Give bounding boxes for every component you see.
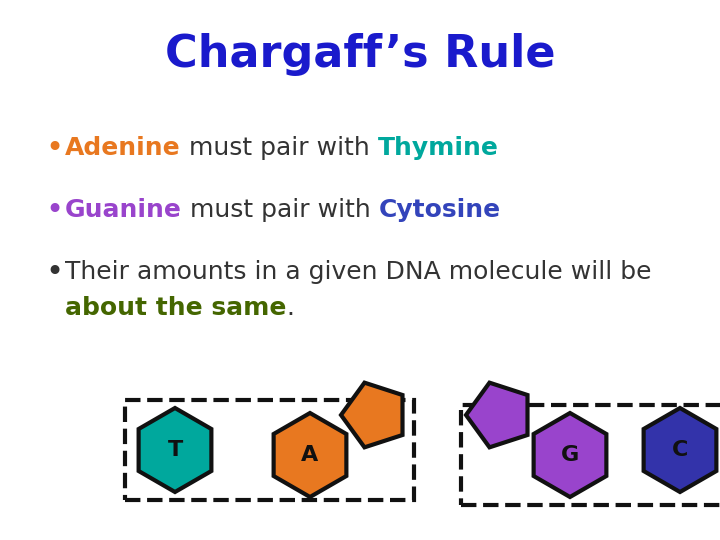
Text: •: • xyxy=(45,133,63,163)
Text: Their amounts in a given DNA molecule will be: Their amounts in a given DNA molecule wi… xyxy=(65,260,652,284)
Polygon shape xyxy=(466,383,528,447)
Polygon shape xyxy=(274,413,346,497)
Text: Chargaff’s Rule: Chargaff’s Rule xyxy=(165,33,555,77)
Text: Thymine: Thymine xyxy=(377,136,498,160)
Text: •: • xyxy=(45,258,63,287)
Text: A: A xyxy=(302,445,319,465)
Polygon shape xyxy=(644,408,716,492)
Text: •: • xyxy=(45,195,63,225)
Text: Cytosine: Cytosine xyxy=(379,198,500,222)
Text: must pair with: must pair with xyxy=(181,136,377,160)
Text: T: T xyxy=(167,440,183,460)
Text: G: G xyxy=(561,445,579,465)
Text: C: C xyxy=(672,440,688,460)
Text: Guanine: Guanine xyxy=(65,198,182,222)
Text: Adenine: Adenine xyxy=(65,136,181,160)
Polygon shape xyxy=(139,408,212,492)
Text: .: . xyxy=(287,296,294,320)
Text: about the same: about the same xyxy=(65,296,287,320)
Polygon shape xyxy=(341,383,402,447)
Text: must pair with: must pair with xyxy=(182,198,379,222)
Polygon shape xyxy=(534,413,606,497)
